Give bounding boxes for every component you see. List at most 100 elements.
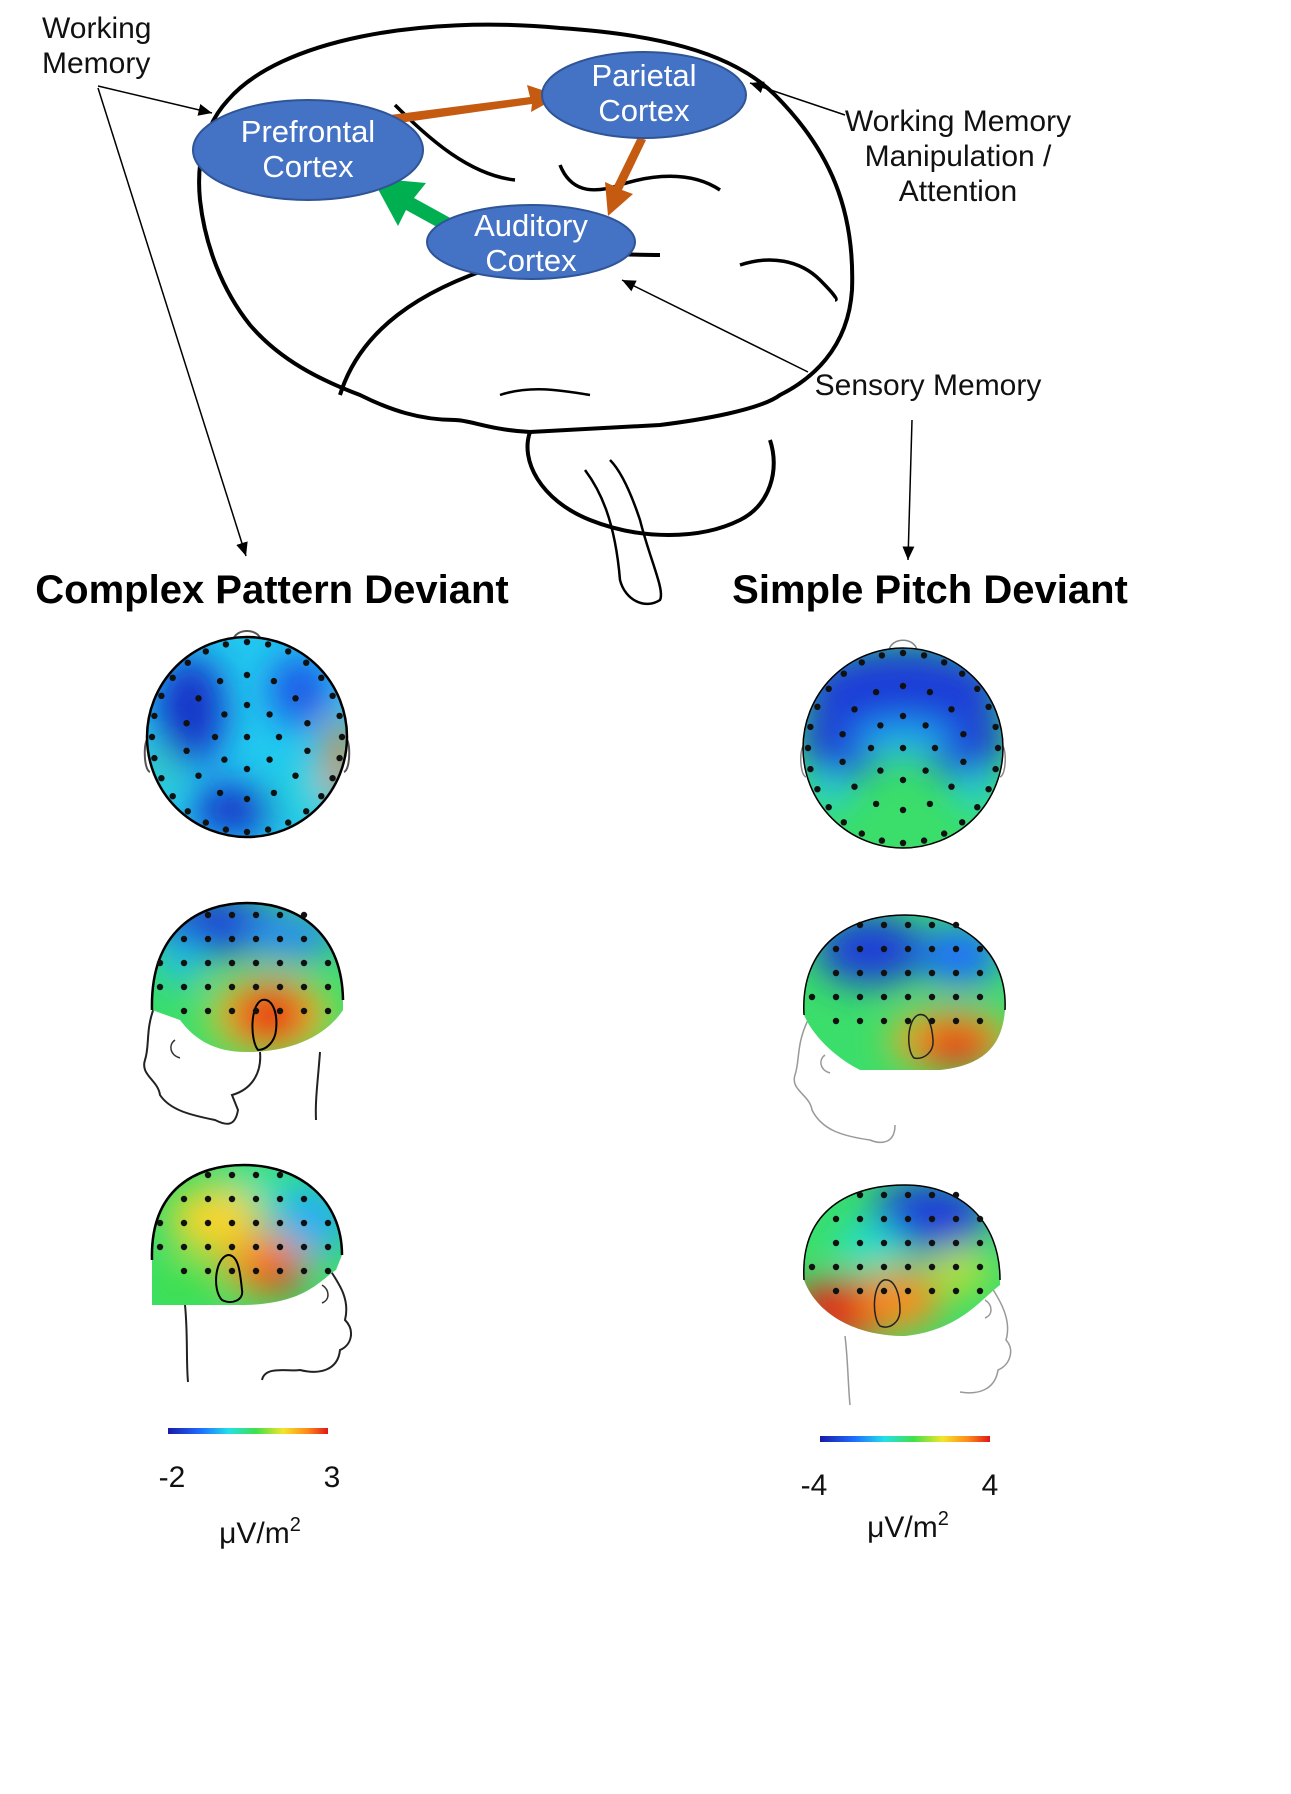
- electrode-dot: [228, 1219, 236, 1227]
- electrode-dot: [156, 1219, 164, 1227]
- electrode-dot: [264, 826, 272, 833]
- electrode-dot: [941, 659, 948, 666]
- electrode-dot: [985, 703, 992, 710]
- node-label-line1: Auditory: [474, 208, 588, 243]
- electrode-dot: [899, 682, 907, 690]
- electrode-dot: [324, 1243, 332, 1251]
- electrode-dot: [275, 733, 283, 741]
- electrode-dot: [221, 711, 228, 718]
- scalp-map-complex-left: [143, 901, 345, 1125]
- electrode-dot: [832, 945, 840, 953]
- electrode-dot: [928, 1017, 936, 1025]
- panel-title-simple: Simple Pitch Deviant: [732, 568, 1128, 612]
- electrode-dot: [856, 1191, 864, 1199]
- electrode-dot: [276, 911, 284, 919]
- electrode-dot: [807, 765, 814, 773]
- electrode-dot: [920, 652, 928, 659]
- electrode-dot: [228, 959, 236, 967]
- electrode-dot: [204, 1171, 212, 1179]
- electrode-dot: [880, 1191, 888, 1199]
- electrode-dot: [222, 641, 230, 648]
- label-wm-manipulation: Working Memory Manipulation / Attention: [845, 105, 1071, 208]
- label-line1: Working: [42, 12, 151, 45]
- electrode-dot: [928, 921, 936, 929]
- electrode-dot: [952, 945, 960, 953]
- scalp-map-simple-right: [803, 1184, 1012, 1406]
- scale-unit: μV/m2: [867, 1508, 949, 1544]
- electrode-dot: [904, 993, 912, 1001]
- electrode-dot: [151, 754, 158, 762]
- electrode-dot: [832, 1017, 840, 1025]
- electrode-dot: [276, 1007, 284, 1015]
- electrode-dot: [228, 1267, 236, 1275]
- electrode-dot: [922, 722, 929, 729]
- electrode-dot: [183, 747, 190, 754]
- electrode-dot: [184, 659, 191, 666]
- electrode-dot: [832, 1263, 840, 1271]
- electrode-dot: [276, 1243, 284, 1251]
- electrode-dot: [252, 1007, 260, 1015]
- unit-sup: 2: [938, 1508, 949, 1530]
- electrode-dot: [899, 744, 907, 752]
- electrode-dot: [180, 1195, 188, 1203]
- electrode-dot: [839, 758, 846, 765]
- electrode-dot: [858, 830, 865, 837]
- electrode-dot: [202, 819, 209, 826]
- label-line1: Working Memory: [845, 105, 1071, 138]
- electrode-dot: [300, 1219, 308, 1227]
- electrode-dot: [856, 969, 864, 977]
- electrode-dot: [952, 1215, 960, 1223]
- electrode-dot: [204, 1195, 212, 1203]
- electrode-dot: [180, 1243, 188, 1251]
- electrode-dot: [169, 674, 176, 681]
- electrode-dot: [228, 935, 236, 943]
- electrode-dot: [808, 993, 816, 1001]
- electrode-dot: [825, 804, 832, 811]
- electrode-dot: [899, 712, 907, 720]
- electrode-dot: [877, 722, 884, 729]
- electrode-dot: [839, 731, 846, 738]
- electrode-dot: [904, 1263, 912, 1271]
- electrode-dot: [952, 1263, 960, 1271]
- electrode-dot: [904, 1239, 912, 1247]
- electrode-dot: [329, 775, 336, 782]
- electrode-dot: [808, 1263, 816, 1271]
- electrode-dot: [158, 775, 165, 782]
- electrode-dot: [952, 993, 960, 1001]
- electrode-dot: [266, 711, 273, 718]
- electrode-dot: [948, 706, 955, 713]
- electrode-dot: [169, 793, 176, 800]
- electrode-dot: [243, 765, 251, 773]
- electrode-dot: [324, 1219, 332, 1227]
- color-bar: [820, 1436, 990, 1442]
- electrode-dot: [304, 747, 311, 754]
- electrode-dot: [285, 648, 292, 655]
- electrode-dot: [184, 808, 191, 815]
- electrode-dot: [856, 1017, 864, 1025]
- node-auditory-cortex: Auditory Cortex: [426, 204, 636, 280]
- electrode-dot: [851, 706, 858, 713]
- electrode-dot: [204, 1243, 212, 1251]
- electrode-dot: [204, 1219, 212, 1227]
- electrode-dot: [856, 1215, 864, 1223]
- arrow-auditory-to-prefrontal: [372, 178, 454, 232]
- scale-min: -2: [159, 1461, 186, 1494]
- electrode-dot: [276, 935, 284, 943]
- color-scale-simple: -4 4 μV/m2: [801, 1436, 998, 1544]
- electrode-dot: [270, 789, 278, 797]
- electrode-dot: [985, 786, 992, 793]
- electrode-dot: [976, 1017, 984, 1025]
- electrode-dot: [920, 837, 928, 844]
- electrode-dot: [276, 959, 284, 967]
- scale-unit: μV/m2: [219, 1514, 301, 1550]
- electrode-dot: [228, 1007, 236, 1015]
- electrode-dot: [252, 983, 260, 991]
- electrode-dot: [228, 911, 236, 919]
- electrode-dot: [904, 1287, 912, 1295]
- electrode-dot: [856, 993, 864, 1001]
- electrode-dot: [228, 1195, 236, 1203]
- electrode-dot: [324, 1007, 332, 1015]
- panel-title-complex: Complex Pattern Deviant: [35, 568, 508, 612]
- electrode-dot: [899, 649, 907, 657]
